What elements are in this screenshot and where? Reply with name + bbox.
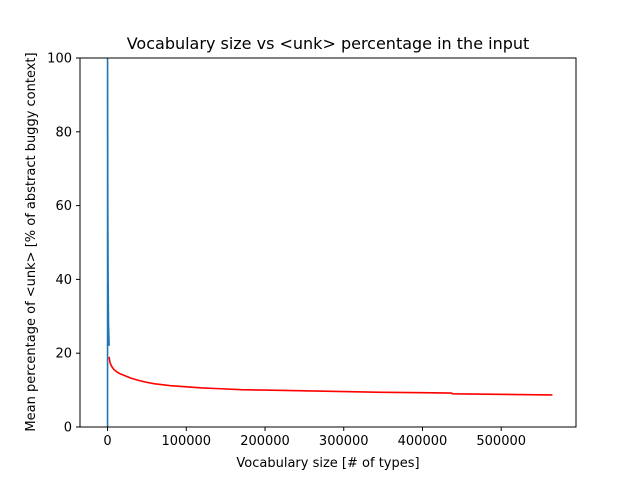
y-tick-label: 20 bbox=[55, 347, 72, 362]
x-tick-label: 0 bbox=[103, 434, 111, 449]
y-tick-label: 80 bbox=[55, 125, 72, 140]
chart-title: Vocabulary size vs <unk> percentage in t… bbox=[127, 34, 530, 53]
y-tick-label: 0 bbox=[64, 421, 72, 436]
series-line-1 bbox=[106, 58, 110, 427]
y-tick-label: 60 bbox=[55, 199, 72, 214]
x-tick-label: 400000 bbox=[398, 434, 448, 449]
y-axis-ticks: 0 20 40 60 80 100 bbox=[47, 52, 80, 436]
x-tick-label: 300000 bbox=[319, 434, 369, 449]
plot-frame bbox=[79, 57, 577, 428]
x-tick-label: 500000 bbox=[476, 434, 526, 449]
x-axis-label: Vocabulary size [# of types] bbox=[236, 456, 419, 471]
series-layer bbox=[106, 58, 553, 427]
x-axis-ticks: 0 100000 200000 300000 400000 500000 bbox=[103, 427, 526, 449]
x-tick-label: 200000 bbox=[240, 434, 290, 449]
y-tick-label: 100 bbox=[47, 52, 72, 67]
y-axis-label: Mean percentage of <unk> [% of abstract … bbox=[24, 52, 39, 431]
x-tick-label: 100000 bbox=[161, 434, 211, 449]
y-tick-label: 40 bbox=[55, 273, 72, 288]
series-line-2 bbox=[108, 356, 553, 396]
